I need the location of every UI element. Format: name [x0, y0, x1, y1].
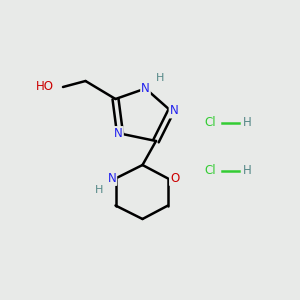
Text: H: H — [243, 164, 252, 178]
Text: HO: HO — [36, 80, 54, 94]
Text: N: N — [107, 172, 116, 185]
Text: Cl: Cl — [204, 164, 216, 178]
Text: H: H — [156, 73, 165, 83]
Text: N: N — [141, 82, 150, 95]
Text: H: H — [243, 116, 252, 130]
Text: H: H — [95, 185, 103, 195]
Text: Cl: Cl — [204, 116, 216, 130]
Text: O: O — [170, 172, 179, 185]
Text: N: N — [114, 127, 123, 140]
Text: N: N — [169, 104, 178, 118]
